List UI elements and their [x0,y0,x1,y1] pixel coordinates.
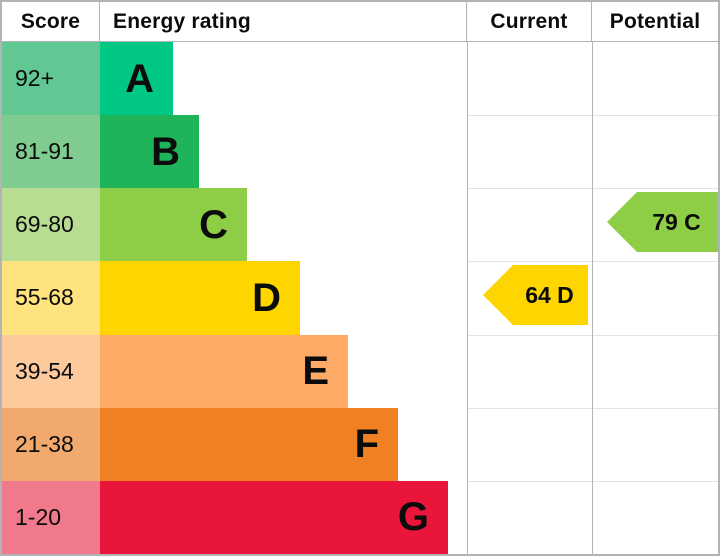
header-energy-rating: Energy rating [100,2,467,41]
score-range-b: 81-91 [2,115,100,189]
column-divider-potential [592,2,593,554]
score-range-a: 92+ [2,42,100,116]
band-row-b: 81-91 B [2,115,718,189]
column-divider-current [467,2,468,554]
energy-band-bar-c: C [100,188,247,262]
header-potential: Potential [609,9,701,33]
energy-band-bar-d: D [100,261,300,335]
current-rating-label: 64 D [525,281,574,308]
score-range-f: 21-38 [2,407,100,481]
score-range-c: 69-80 [2,188,100,262]
energy-band-bar-a: A [100,42,173,116]
band-rows: 92+ A 81-91 B 69-80 C 55-68 D 39-54 E 21-38 F 1-20 G [2,42,718,554]
score-range-d: 55-68 [2,261,100,335]
energy-band-bar-e: E [100,334,348,408]
score-range-g: 1-20 [2,480,100,554]
band-row-a: 92+ A [2,42,718,116]
chart-header: Score Energy rating Current Potential [2,2,718,42]
band-row-c: 69-80 C [2,188,718,262]
band-row-d: 55-68 D [2,261,718,335]
potential-rating-label: 79 C [652,208,701,235]
header-current: Current [467,2,592,41]
score-range-e: 39-54 [2,334,100,408]
band-row-f: 21-38 F [2,407,718,481]
energy-band-bar-g: G [100,480,448,554]
header-score: Score [2,2,100,41]
energy-band-bar-f: F [100,407,398,481]
band-row-e: 39-54 E [2,334,718,408]
band-row-g: 1-20 G [2,480,718,554]
energy-band-bar-b: B [100,115,199,189]
